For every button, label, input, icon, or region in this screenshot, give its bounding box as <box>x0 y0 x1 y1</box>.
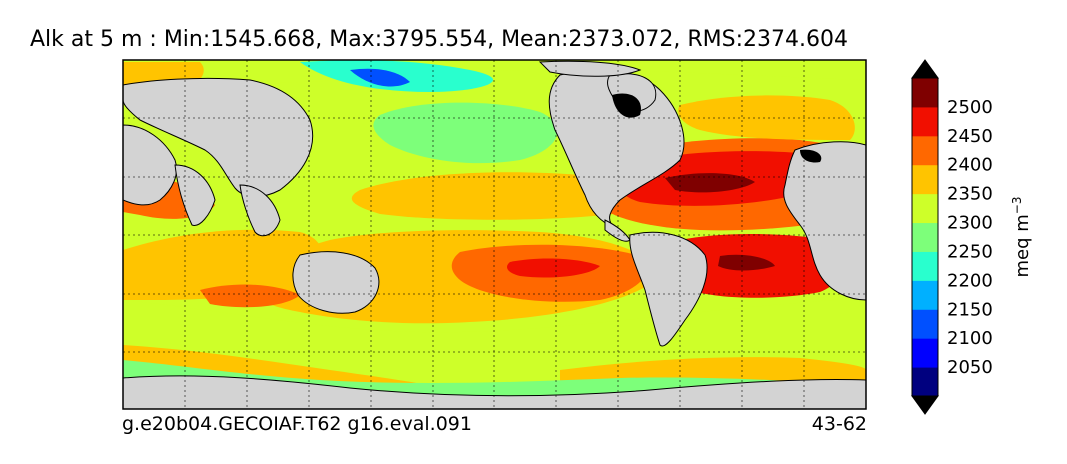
colorbar-segment <box>912 193 938 224</box>
colorbar-tick-label: 2050 <box>947 357 993 378</box>
land-africa-west <box>123 124 177 206</box>
north-atlantic-subpolar-orange <box>678 95 855 140</box>
colorbar-segment <box>912 135 938 166</box>
colorbar-unit-label: meq m−3 <box>1010 197 1033 278</box>
colorbar-segment <box>912 106 938 137</box>
south-atlantic-maroon <box>718 254 775 271</box>
colorbar-tick-label: 2350 <box>947 184 993 205</box>
land-arctic-islands <box>538 60 642 77</box>
colorbar-over-arrow <box>911 59 939 79</box>
graticule <box>123 60 866 409</box>
colorbar-tick-label: 2400 <box>947 155 993 176</box>
colorbar-segment <box>912 164 938 195</box>
colorbar-frame <box>911 77 939 397</box>
colorbar: 2050 2100 2150 2200 2250 2300 2350 2400 2450 2500… <box>911 59 1033 415</box>
colorbar-tick-label: 2100 <box>947 328 993 349</box>
colorbar-under-arrow <box>911 395 939 415</box>
case-name: g.e20b04.GECOIAF.T62 g16.eval.091 <box>122 413 472 435</box>
hudson-bay-black <box>612 93 641 118</box>
south-pacific-red <box>507 258 600 278</box>
year-range: 43-62 <box>811 413 867 435</box>
north-pacific-subtropic-orange <box>351 172 633 220</box>
land-australia <box>292 251 380 314</box>
colorbar-segment <box>912 280 938 310</box>
map-frame <box>122 59 867 410</box>
colorbar-segment <box>912 222 938 252</box>
colorbar-tick-label: 2200 <box>947 270 993 291</box>
baltic-black <box>800 149 822 163</box>
indian-orange <box>123 229 323 300</box>
arctic-blue-patch <box>350 68 410 87</box>
colorbar-tick-label: 2300 <box>947 213 993 234</box>
colorbar-segment <box>912 251 938 281</box>
colorbar-segment <box>912 78 938 108</box>
indian-south-red <box>200 284 300 308</box>
colorbar-tick-label: 2500 <box>947 97 993 118</box>
colorbar-tick-label: 2450 <box>947 126 993 147</box>
land-south-america <box>629 231 708 347</box>
colorbar-segment <box>912 309 938 339</box>
north-atlantic-maroon <box>665 173 755 193</box>
colorbar-segment <box>912 338 938 368</box>
colorbar-tick-label: 2150 <box>947 299 993 320</box>
land-north-america <box>548 69 685 229</box>
colorbar-tick-label: 2250 <box>947 241 993 262</box>
plot-title: Alk at 5 m : Min:1545.668, Max:3795.554,… <box>30 27 849 52</box>
colorbar-segment <box>912 367 938 397</box>
land-asia-east <box>123 77 314 197</box>
map-panel <box>123 60 866 409</box>
